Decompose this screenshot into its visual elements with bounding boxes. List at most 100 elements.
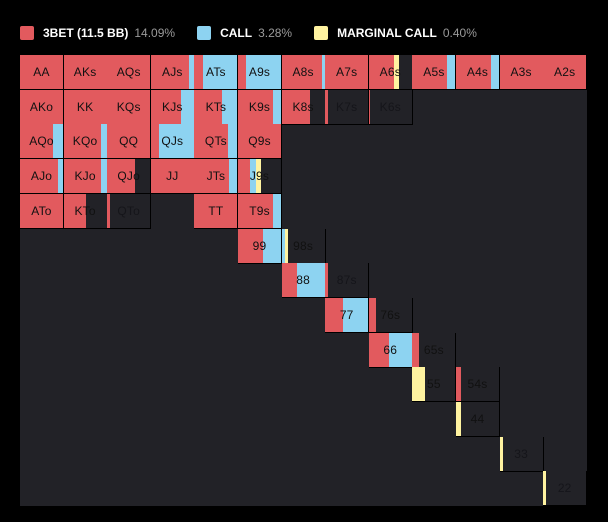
hand-cell-a5s[interactable]: A5s [412, 55, 457, 90]
hand-cell-kqs[interactable]: KQs [107, 89, 152, 125]
freq-segment-raise [456, 55, 491, 89]
hand-cell-ajo[interactable]: AJo [20, 159, 64, 195]
hand-cell-qjo[interactable]: QJo [107, 159, 152, 195]
hand-cell-a9s[interactable]: A9s [238, 55, 282, 90]
hand-label: 76s [380, 307, 401, 322]
hand-cell-k9s[interactable]: K9s [238, 89, 282, 125]
hand-frequency-bar [63, 124, 107, 159]
hand-frequency-bar [150, 159, 194, 194]
freq-segment-raise [325, 297, 344, 332]
hand-cell-tt[interactable]: TT [194, 193, 239, 229]
hand-frequency-bar [368, 55, 412, 89]
hand-frequency-bar [238, 55, 281, 89]
hand-cell-aks[interactable]: AKs [63, 55, 108, 90]
legend-item-marginal-call[interactable]: MARGINAL CALL 0.40% [314, 26, 477, 40]
hand-cell-jj[interactable]: JJ [150, 159, 195, 195]
hand-cell-t9s[interactable]: T9s [238, 193, 282, 229]
hand-cell-qq[interactable]: QQ [107, 124, 152, 160]
hand-cell-ajs[interactable]: AJs [150, 55, 195, 90]
hand-frequency-bar [20, 55, 63, 89]
hand-cell-aa[interactable]: AA [20, 55, 64, 90]
hand-cell-99[interactable]: 99 [238, 228, 282, 264]
hand-label: QTs [204, 134, 227, 149]
legend-item-call[interactable]: CALL 3.28% [197, 26, 292, 40]
hand-cell-a3s[interactable]: A3s [499, 55, 544, 90]
hand-cell-87s[interactable]: 87s [325, 263, 370, 299]
hand-label: 77 [339, 307, 354, 322]
hand-label: AQo [29, 134, 54, 149]
hand-cell-kto[interactable]: KTo [63, 193, 108, 229]
hand-frequency-bar [238, 193, 281, 228]
hand-cell-qto[interactable]: QTo [107, 193, 152, 229]
hand-cell-kk[interactable]: KK [63, 89, 108, 125]
freq-segment-call [101, 124, 107, 159]
hand-label: ATs [206, 65, 226, 79]
hand-cell-kjs[interactable]: KJs [150, 89, 195, 125]
hand-cell-q9s[interactable]: Q9s [238, 124, 282, 160]
hand-frequency-bar [499, 436, 543, 471]
hand-cell-88[interactable]: 88 [281, 263, 326, 299]
hand-cell-a7s[interactable]: A7s [325, 55, 370, 90]
hand-cell-kts[interactable]: KTs [194, 89, 239, 125]
hand-cell-98s[interactable]: 98s [281, 228, 326, 264]
legend-swatch-call [197, 26, 212, 40]
hand-cell-k6s[interactable]: K6s [368, 89, 413, 125]
freq-segment-raise [238, 89, 273, 124]
freq-segment-raise [238, 159, 251, 194]
hand-cell-a2s[interactable]: A2s [543, 55, 588, 90]
hand-frequency-bar [368, 89, 412, 124]
hand-cell-76s[interactable]: 76s [368, 297, 413, 333]
hand-cell-66[interactable]: 66 [368, 332, 413, 368]
hand-label: KQo [72, 134, 98, 149]
hand-cell-qjs[interactable]: QJs [150, 124, 195, 160]
hand-cell-ato[interactable]: ATo [20, 193, 64, 229]
hand-cell-ats[interactable]: ATs [194, 55, 239, 90]
hand-cell-k7s[interactable]: K7s [325, 89, 370, 125]
freq-segment-marginal [543, 471, 547, 506]
freq-segment-raise [194, 55, 203, 89]
hand-cell-55[interactable]: 55 [412, 367, 457, 403]
freq-segment-call [281, 228, 285, 263]
legend-item-3bet[interactable]: 3BET (11.5 BB) 14.09% [20, 26, 175, 40]
hand-cell-aqs[interactable]: AQs [107, 55, 152, 90]
hand-cell-54s[interactable]: 54s [456, 367, 500, 403]
hand-frequency-bar [543, 471, 586, 506]
freq-segment-raise [63, 55, 107, 89]
hand-cell-a4s[interactable]: A4s [456, 55, 500, 90]
freq-segment-raise [150, 124, 159, 159]
hand-frequency-bar [20, 124, 63, 159]
freq-segment-raise [456, 367, 462, 402]
hand-cell-jts[interactable]: JTs [194, 159, 239, 195]
freq-segment-raise [412, 332, 420, 367]
hand-cell-44[interactable]: 44 [456, 402, 500, 437]
hand-label: 65s [423, 342, 444, 357]
freq-segment-marginal [393, 55, 399, 89]
hand-cell-j9s[interactable]: J9s [238, 159, 282, 195]
freq-segment-call [321, 55, 325, 89]
hand-frequency-bar [107, 55, 151, 89]
freq-segment-raise [238, 193, 273, 228]
hand-cell-qts[interactable]: QTs [194, 124, 239, 160]
hand-label: KJs [161, 99, 183, 114]
hand-cell-a6s[interactable]: A6s [368, 55, 413, 90]
hand-cell-kqo[interactable]: KQo [63, 124, 108, 160]
hand-cell-ako[interactable]: AKo [20, 89, 64, 125]
freq-segment-raise [150, 55, 189, 89]
hand-label: K8s [292, 99, 314, 114]
hand-label: 44 [470, 412, 485, 426]
freq-segment-call [250, 159, 256, 194]
hand-label: QJs [161, 134, 184, 149]
hand-cell-kjo[interactable]: KJo [63, 159, 108, 195]
hand-label: 33 [514, 446, 528, 461]
hand-cell-77[interactable]: 77 [325, 297, 370, 333]
freq-segment-call [246, 55, 281, 89]
hand-cell-33[interactable]: 33 [499, 436, 544, 472]
hand-cell-22[interactable]: 22 [543, 471, 588, 507]
hand-frequency-bar [194, 55, 238, 89]
hand-cell-aqo[interactable]: AQo [20, 124, 64, 160]
hand-cell-k8s[interactable]: K8s [281, 89, 326, 125]
freq-segment-call [272, 89, 281, 124]
hand-cell-a8s[interactable]: A8s [281, 55, 326, 90]
freq-segment-raise [194, 89, 223, 124]
hand-cell-65s[interactable]: 65s [412, 332, 457, 368]
